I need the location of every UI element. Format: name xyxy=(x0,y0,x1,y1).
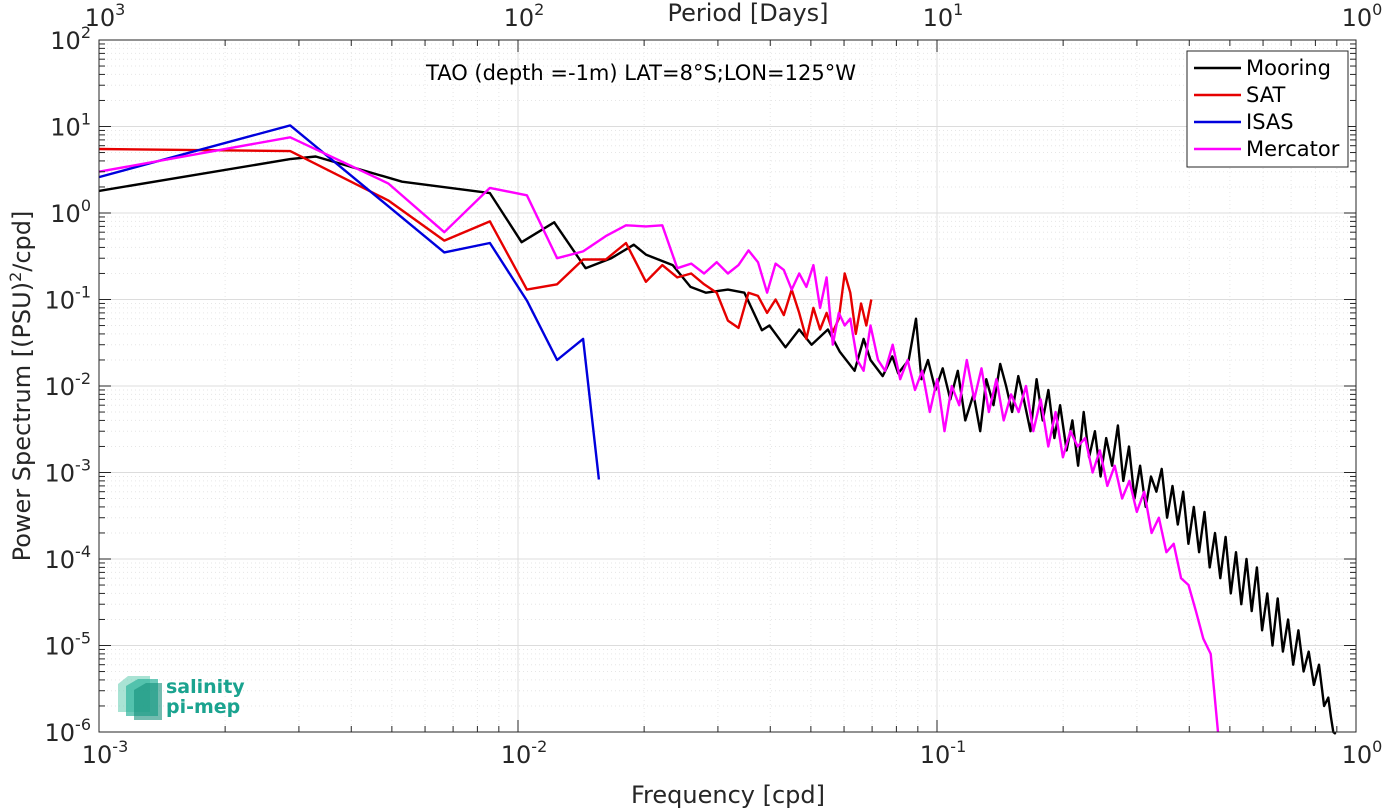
top-x-tick-label: 102 xyxy=(504,0,545,32)
logo-line1: salinity xyxy=(166,676,245,698)
x-tick-label: 10-2 xyxy=(501,737,548,769)
series-line-mercator xyxy=(98,136,1220,733)
x-tick-label: 10-1 xyxy=(920,737,967,769)
y-tick-label: 102 xyxy=(50,23,91,55)
y-tick-label: 100 xyxy=(50,196,91,228)
y-tick-label: 10-3 xyxy=(45,456,92,488)
y-tick-label: 101 xyxy=(50,110,91,142)
y-tick-label: 10-4 xyxy=(45,542,92,574)
y-tick-label: 10-2 xyxy=(45,369,92,401)
x-tick-label: 10-3 xyxy=(82,737,129,769)
logo-line2: pi-mep xyxy=(166,696,240,718)
x-axis-label: Frequency [cpd] xyxy=(631,781,825,809)
legend-label-sat: SAT xyxy=(1246,83,1285,107)
y-tick-label: 10-6 xyxy=(45,715,92,747)
logo-wave-icon-3 xyxy=(134,683,162,720)
y-tick-label: 10-5 xyxy=(45,629,92,661)
series-layer xyxy=(98,124,1337,735)
y-axis-label-main: Power Spectrum [(PSU) xyxy=(8,282,36,561)
top-x-tick-label: 100 xyxy=(1342,0,1383,32)
top-x-axis-label: Period [Days] xyxy=(667,0,828,27)
y-axis-label-unit: /cpd] xyxy=(8,211,36,272)
legend: Mooring SAT ISAS Mercator xyxy=(1186,50,1349,168)
chart-title: TAO (depth =-1m) LAT=8°S;LON=125°W xyxy=(425,61,856,85)
x-tick-label: 100 xyxy=(1342,737,1383,769)
series-line-isas xyxy=(98,124,601,480)
y-axis-label: Power Spectrum [(PSU)2/cpd] xyxy=(6,211,36,562)
series-line-mooring xyxy=(98,155,1337,735)
legend-box xyxy=(1186,50,1349,168)
legend-label-isas: ISAS xyxy=(1246,110,1294,134)
y-tick-label: 10-1 xyxy=(45,283,92,315)
legend-label-mercator: Mercator xyxy=(1246,137,1340,161)
top-x-tick-label: 101 xyxy=(923,0,964,32)
top-x-tick-label: 103 xyxy=(85,0,126,32)
tick-marks xyxy=(98,39,1357,733)
salinity-pi-mep-logo: salinity pi-mep xyxy=(118,676,245,720)
y-axis-label-sup: 2 xyxy=(6,272,25,282)
grid xyxy=(98,40,1356,733)
legend-label-mooring: Mooring xyxy=(1246,56,1331,80)
